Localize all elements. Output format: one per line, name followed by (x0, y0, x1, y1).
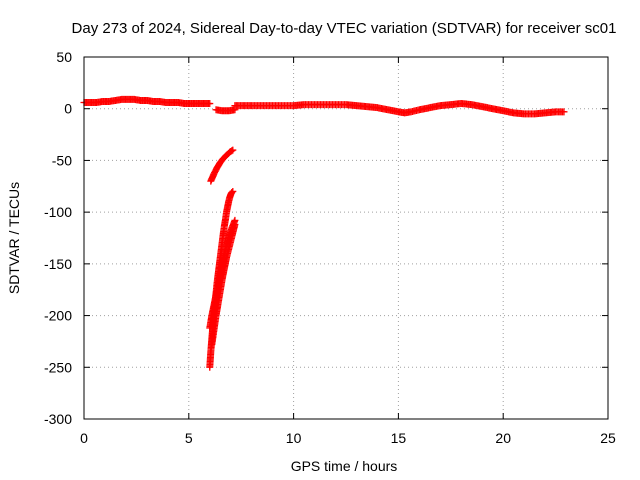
y-tick-label: -100 (44, 204, 72, 220)
data-point (229, 146, 237, 154)
y-tick-label: -250 (44, 359, 72, 375)
data-point (228, 188, 236, 196)
chart-title: Day 273 of 2024, Sidereal Day-to-day VTE… (72, 20, 617, 37)
y-tick-label: 50 (56, 49, 72, 65)
x-tick-label: 0 (80, 430, 88, 446)
data-points (80, 95, 568, 371)
data-point (228, 147, 236, 155)
x-tick-label: 25 (600, 430, 616, 446)
y-tick-label: -200 (44, 308, 72, 324)
y-tick-label: -300 (44, 411, 72, 427)
y-ticks: 50 0 -50 -100 -150 -200 -250 -300 (44, 49, 608, 427)
x-tick-label: 10 (286, 430, 302, 446)
data-point (206, 100, 214, 108)
plot-frame (83, 56, 609, 420)
y-axis-label: SDTVAR / TECUs (6, 182, 22, 294)
x-tick-label: 15 (391, 430, 407, 446)
x-ticks: 0 5 10 15 20 25 (80, 57, 616, 446)
x-tick-label: 20 (495, 430, 511, 446)
data-point (229, 187, 237, 195)
y-tick-label: -50 (52, 152, 72, 168)
y-tick-label: -150 (44, 256, 72, 272)
data-point (231, 221, 239, 229)
x-axis-label: GPS time / hours (291, 458, 398, 474)
data-point (560, 108, 568, 116)
y-tick-label: 0 (64, 101, 72, 117)
grid-lines (84, 57, 608, 419)
x-tick-label: 5 (185, 430, 193, 446)
